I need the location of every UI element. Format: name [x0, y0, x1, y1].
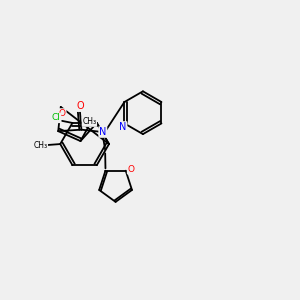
Text: CH₃: CH₃	[33, 141, 47, 150]
Text: N: N	[99, 127, 106, 137]
Text: O: O	[128, 165, 135, 174]
Text: O: O	[59, 109, 66, 118]
Text: Cl: Cl	[52, 113, 61, 122]
Text: CH₃: CH₃	[82, 117, 97, 126]
Text: N: N	[119, 122, 127, 132]
Text: O: O	[76, 101, 84, 111]
